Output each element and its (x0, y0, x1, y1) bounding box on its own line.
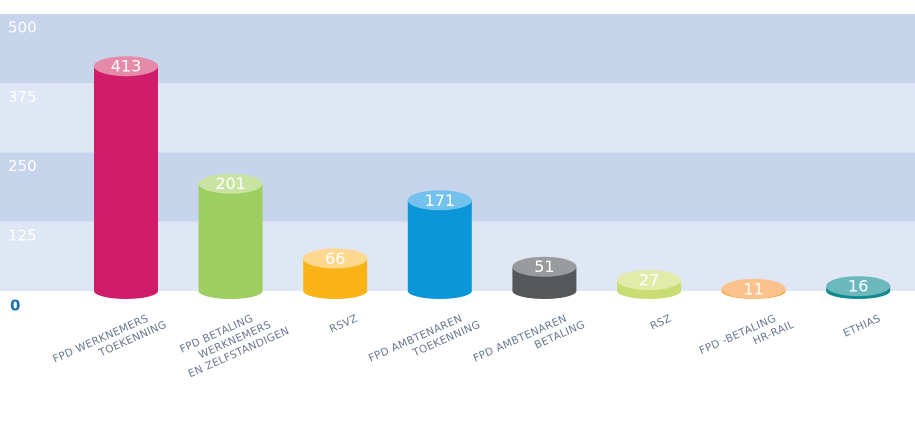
value-label: 171 (425, 191, 456, 210)
bar (826, 276, 891, 299)
x-tick-label-line: RSZ (648, 313, 673, 333)
x-tick-label-line: ETHIAS (841, 313, 882, 340)
bar-body (94, 66, 158, 291)
x-tick-label-line: RSVZ (328, 313, 360, 336)
bar-top (617, 270, 681, 291)
y-tick-label: 500 (8, 19, 37, 37)
y-tick-label: 125 (8, 226, 37, 244)
bar-top (826, 276, 891, 297)
value-label: 66 (325, 249, 345, 268)
bar-top (407, 190, 472, 211)
value-label: 51 (534, 257, 554, 276)
x-tick-label: RSVZ (328, 313, 360, 336)
bar-top (721, 278, 786, 299)
bar (512, 256, 577, 299)
bar (721, 278, 786, 299)
y-tick-label: 250 (8, 157, 37, 175)
bar-body (198, 183, 263, 291)
bar (407, 190, 472, 299)
value-label: 201 (215, 174, 246, 193)
bar-top (512, 256, 577, 277)
bar-top (303, 248, 368, 269)
bar (198, 173, 263, 299)
x-tick-label: RSZ (648, 313, 673, 333)
value-label: 413 (111, 57, 142, 76)
value-label: 16 (848, 277, 868, 296)
bar-top (198, 173, 263, 194)
value-label: 27 (639, 271, 659, 290)
bar (617, 270, 681, 299)
bar-top (94, 56, 158, 77)
bar (94, 56, 158, 299)
value-label: 11 (743, 279, 763, 298)
bar (303, 248, 368, 299)
bar-body (407, 200, 472, 291)
x-tick-label: ETHIAS (841, 313, 882, 340)
y-tick-label: 375 (8, 88, 37, 106)
y-tick-label: 0 (10, 297, 20, 315)
